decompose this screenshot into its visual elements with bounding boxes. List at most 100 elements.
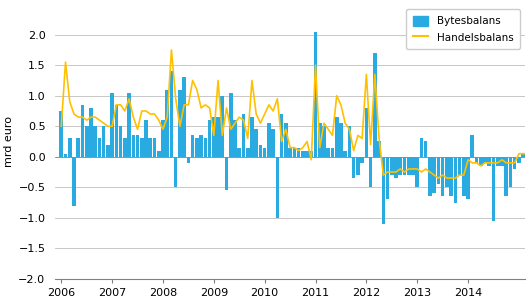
Bar <box>199 135 203 157</box>
Bar <box>301 151 305 157</box>
Bar <box>462 157 466 196</box>
Bar <box>487 157 491 166</box>
Bar <box>183 77 186 157</box>
Bar <box>305 151 309 157</box>
Bar <box>415 157 419 187</box>
Bar <box>335 117 339 157</box>
Bar <box>453 157 457 203</box>
Bar <box>522 154 525 157</box>
Bar <box>238 148 241 157</box>
Bar <box>111 93 114 157</box>
Bar <box>140 138 143 157</box>
Bar <box>68 138 71 157</box>
Bar <box>386 157 389 199</box>
Bar <box>204 138 207 157</box>
Bar <box>331 148 334 157</box>
Bar <box>436 157 440 184</box>
Y-axis label: mrd euro: mrd euro <box>4 116 14 167</box>
Bar <box>166 90 169 157</box>
Bar <box>212 117 216 157</box>
Bar <box>178 90 182 157</box>
Bar <box>153 138 156 157</box>
Bar <box>63 154 67 157</box>
Bar <box>428 157 432 196</box>
Bar <box>94 126 97 157</box>
Bar <box>157 151 160 157</box>
Bar <box>322 126 326 157</box>
Bar <box>233 120 237 157</box>
Bar <box>500 157 504 166</box>
Bar <box>174 157 178 187</box>
Bar <box>195 138 199 157</box>
Bar <box>225 157 229 190</box>
Bar <box>267 123 271 157</box>
Bar <box>348 126 351 157</box>
Bar <box>526 157 529 166</box>
Bar <box>208 120 212 157</box>
Bar <box>293 148 296 157</box>
Bar <box>318 123 322 157</box>
Bar <box>491 157 495 221</box>
Bar <box>352 157 355 178</box>
Bar <box>115 105 118 157</box>
Bar <box>314 32 317 157</box>
Bar <box>76 138 80 157</box>
Bar <box>394 157 398 178</box>
Bar <box>259 145 262 157</box>
Bar <box>403 157 406 175</box>
Bar <box>98 138 101 157</box>
Bar <box>360 157 364 163</box>
Bar <box>496 157 499 166</box>
Bar <box>161 120 165 157</box>
Bar <box>229 93 233 157</box>
Bar <box>297 148 300 157</box>
Bar <box>191 135 195 157</box>
Bar <box>364 108 368 157</box>
Bar <box>373 53 377 157</box>
Bar <box>149 138 152 157</box>
Bar <box>513 157 516 169</box>
Bar <box>381 157 385 224</box>
Bar <box>475 157 478 163</box>
Bar <box>72 157 76 206</box>
Bar <box>288 148 292 157</box>
Bar <box>309 151 313 157</box>
Bar <box>80 105 84 157</box>
Bar <box>132 135 135 157</box>
Bar <box>419 138 423 157</box>
Bar <box>250 117 254 157</box>
Bar <box>263 148 267 157</box>
Bar <box>339 123 343 157</box>
Bar <box>504 157 508 196</box>
Bar <box>284 123 288 157</box>
Bar <box>254 129 258 157</box>
Bar <box>127 93 131 157</box>
Bar <box>483 157 487 163</box>
Legend: Bytesbalans, Handelsbalans: Bytesbalans, Handelsbalans <box>406 9 519 49</box>
Bar <box>479 157 482 166</box>
Bar <box>449 157 453 196</box>
Bar <box>221 96 224 157</box>
Bar <box>407 157 411 175</box>
Bar <box>517 157 521 163</box>
Bar <box>390 157 394 175</box>
Bar <box>458 157 461 175</box>
Bar <box>398 157 402 175</box>
Bar <box>242 114 245 157</box>
Bar <box>119 126 122 157</box>
Bar <box>170 71 174 157</box>
Bar <box>377 141 381 157</box>
Bar <box>411 157 415 175</box>
Bar <box>280 114 284 157</box>
Bar <box>508 157 512 187</box>
Bar <box>59 111 63 157</box>
Bar <box>102 126 105 157</box>
Bar <box>466 157 470 199</box>
Bar <box>216 117 220 157</box>
Bar <box>271 129 275 157</box>
Bar <box>326 148 330 157</box>
Bar <box>343 151 347 157</box>
Bar <box>85 126 88 157</box>
Bar <box>187 157 190 163</box>
Bar <box>123 138 126 157</box>
